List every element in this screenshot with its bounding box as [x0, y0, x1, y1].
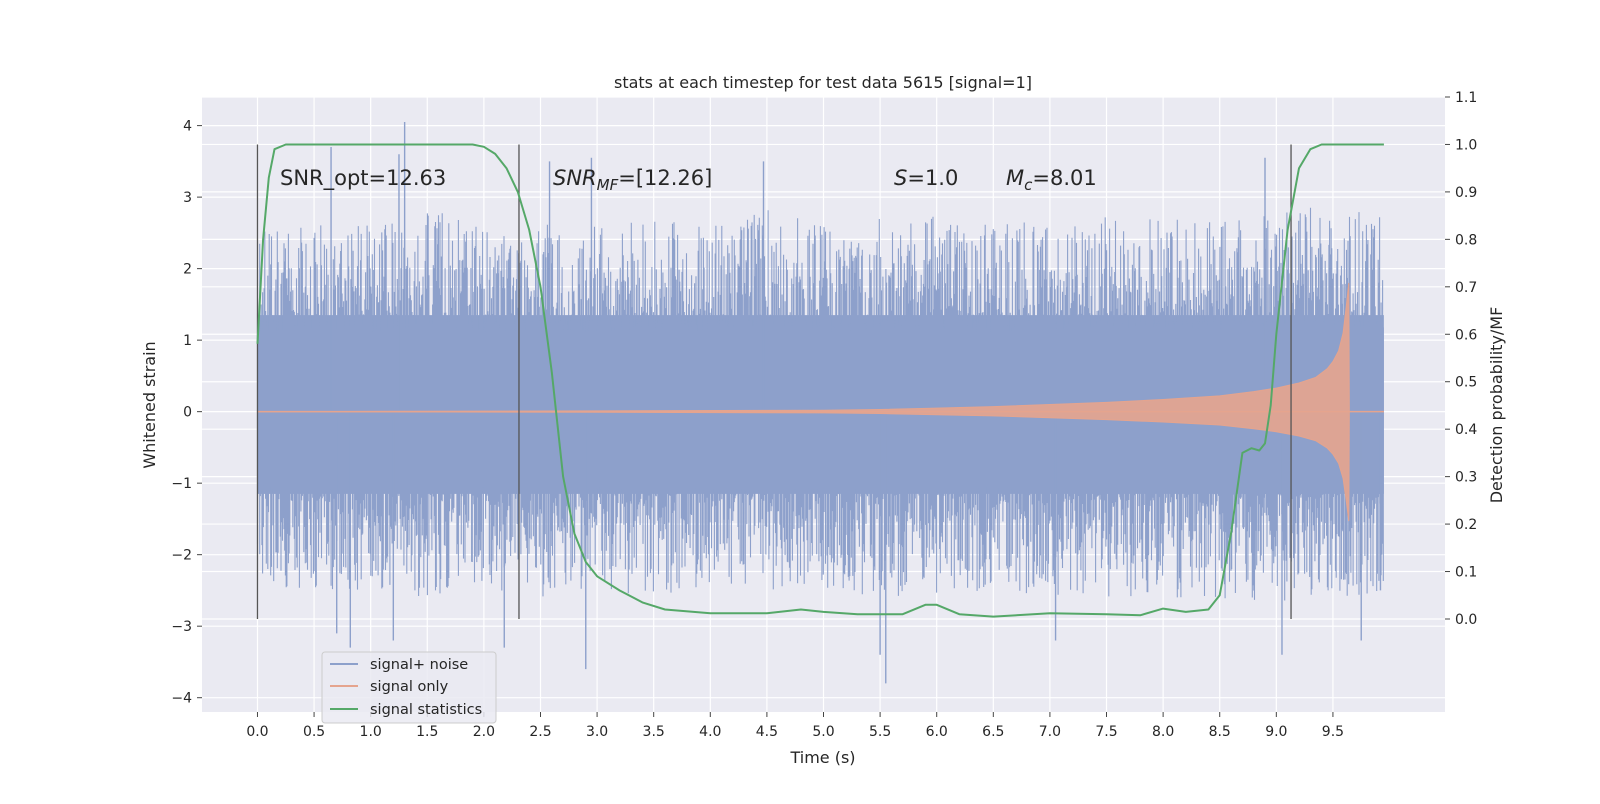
y-left-tick-label: 0	[183, 405, 192, 421]
y-right-tick-label: 0.1	[1455, 565, 1477, 581]
x-tick-label: 3.5	[643, 724, 665, 740]
annotation-s-label: S	[894, 166, 907, 190]
x-tick-label: 8.5	[1209, 724, 1231, 740]
legend: signal+ noise signal only signal statist…	[321, 651, 497, 724]
y-left-tick-label: 2	[183, 262, 192, 278]
y-left-tick-label: −1	[171, 476, 192, 492]
x-tick-label: 4.0	[699, 724, 721, 740]
y-left-tick-label: 4	[183, 119, 192, 135]
signal-only-series	[257, 282, 1384, 522]
x-tick-label: 8.0	[1152, 724, 1174, 740]
y-left-tick-label: −2	[171, 548, 192, 564]
x-tick-label: 0.5	[303, 724, 325, 740]
y-right-tick-label: 0.2	[1455, 517, 1477, 533]
x-tick-label: 6.0	[926, 724, 948, 740]
y-right-tick-label: 0.0	[1455, 612, 1477, 628]
x-tick-label: 0.0	[246, 724, 268, 740]
x-tick-label: 4.5	[756, 724, 778, 740]
y-axis-left-label: Whitened strain	[140, 341, 159, 468]
y-right-tick-label: 0.6	[1455, 327, 1477, 343]
x-tick-label: 3.0	[586, 724, 608, 740]
annotation-s: S=1.0	[894, 166, 958, 190]
x-tick-label: 5.0	[812, 724, 834, 740]
x-axis-ticks: 0.0 0.5 1.0 1.5 2.0 2.5 3.0 3.5 4.0 4.5 5.0 5.5 6.0 6…	[246, 712, 1344, 740]
y-right-tick-label: 0.8	[1455, 232, 1477, 248]
y-left-tick-label: −3	[171, 619, 192, 635]
legend-box	[321, 651, 497, 724]
annotation-snr-mf-value: =[12.26]	[618, 166, 712, 190]
x-tick-label: 1.0	[360, 724, 382, 740]
y-right-tick-label: 1.0	[1455, 137, 1477, 153]
x-tick-label: 1.5	[416, 724, 438, 740]
annotation-snr-mf: SNRMF=[12.26]	[553, 166, 712, 194]
y-axis-right-label: Detection probability/MF	[1487, 307, 1506, 504]
y-right-tick-label: 1.1	[1455, 90, 1477, 106]
y-left-tick-label: −4	[171, 691, 192, 707]
legend-label-signal-only: signal only	[370, 679, 449, 695]
legend-label-signal-noise: signal+ noise	[370, 657, 468, 673]
y-left-tick-label: 1	[183, 333, 192, 349]
x-tick-label: 9.5	[1322, 724, 1344, 740]
chart-title: stats at each timestep for test data 561…	[614, 73, 1032, 92]
annotation-mc-sub: c	[1024, 176, 1033, 194]
x-tick-label: 9.0	[1265, 724, 1287, 740]
y-right-tick-label: 0.5	[1455, 375, 1477, 391]
y-right-tick-label: 0.7	[1455, 280, 1477, 296]
x-tick-label: 6.5	[982, 724, 1004, 740]
annotation-mc-label: M	[1006, 166, 1024, 190]
y-right-tick-label: 0.9	[1455, 185, 1477, 201]
signal-statistics-line	[256, 143, 1384, 618]
x-tick-label: 7.0	[1039, 724, 1061, 740]
y-right-tick-label: 0.3	[1455, 470, 1477, 486]
annotation-mc-value: =8.01	[1032, 166, 1096, 190]
annotation-s-value: =1.0	[907, 166, 958, 190]
annotation-snr-mf-label: SNR	[553, 166, 597, 190]
y-axis-left-ticks: 4 3 2 1 0 −1 −2 −3 −4	[171, 119, 202, 707]
legend-label-signal-statistics: signal statistics	[370, 702, 482, 718]
x-tick-label: 2.0	[473, 724, 495, 740]
annotation-snr-mf-sub: MF	[597, 176, 619, 194]
y-right-tick-label: 0.4	[1455, 422, 1477, 438]
x-axis-label: Time (s)	[789, 748, 855, 767]
x-tick-label: 2.5	[529, 724, 551, 740]
y-left-tick-label: 3	[183, 190, 192, 206]
signal-statistics-series	[256, 143, 1384, 618]
annotation-snr-opt: SNR_opt=12.63	[280, 166, 446, 191]
x-tick-label: 5.5	[869, 724, 891, 740]
x-tick-label: 7.5	[1095, 724, 1117, 740]
y-axis-right-ticks: 1.1 1.0 0.9 0.8 0.7 0.6 0.5 0.4 0.3 0.2 0.1 0.0	[1445, 90, 1477, 628]
annotation-mc: Mc=8.01	[1006, 166, 1097, 194]
vertical-markers	[256, 144, 1292, 619]
